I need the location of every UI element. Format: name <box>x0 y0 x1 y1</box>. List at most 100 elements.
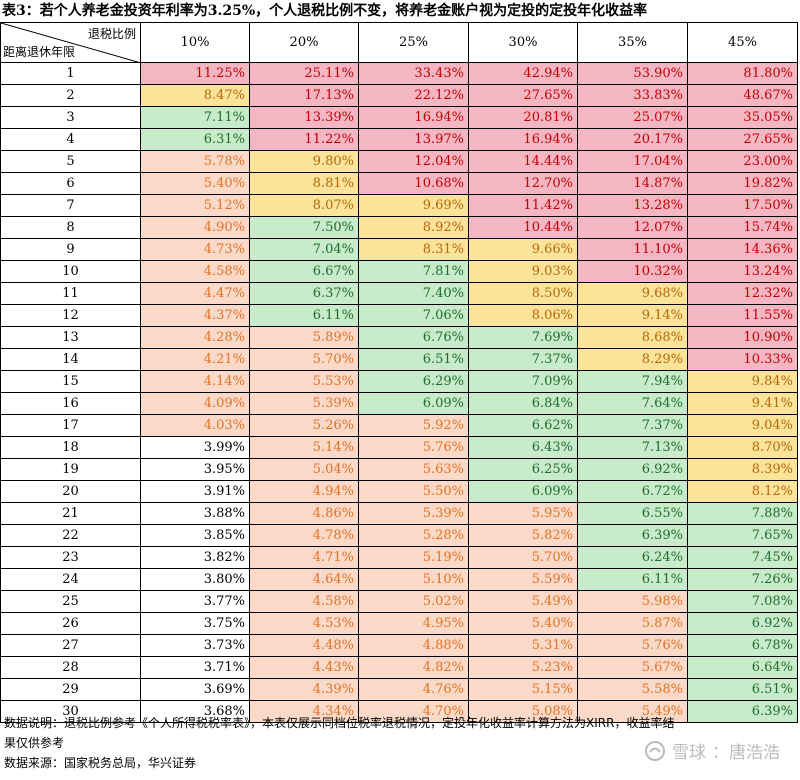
return-cell: 5.50% <box>358 480 469 503</box>
years-to-retirement-cell: 12 <box>0 304 141 327</box>
return-cell: 12.32% <box>687 282 798 305</box>
return-cell: 7.37% <box>468 348 578 371</box>
return-cell: 10.33% <box>687 348 798 371</box>
return-cell: 11.42% <box>468 194 578 217</box>
return-cell: 10.90% <box>687 326 798 349</box>
return-cell: 3.77% <box>140 590 250 613</box>
return-cell: 6.39% <box>687 700 798 723</box>
years-to-retirement-cell: 22 <box>0 524 141 547</box>
return-cell: 11.25% <box>140 62 250 85</box>
return-cell: 5.10% <box>358 568 469 591</box>
return-cell: 15.74% <box>687 216 798 239</box>
return-cell: 6.43% <box>468 436 578 459</box>
return-cell: 4.34% <box>249 700 359 723</box>
diagonal-divider <box>1 23 138 62</box>
return-cell: 8.68% <box>577 326 688 349</box>
table-row: 11 4.47% 6.37% 7.40% 8.50% 9.68% 12.32% <box>0 282 798 305</box>
return-cell: 4.82% <box>358 656 469 679</box>
years-to-retirement-cell: 10 <box>0 260 141 283</box>
return-cell: 7.94% <box>577 370 688 393</box>
return-cell: 7.08% <box>687 590 798 613</box>
table-row: 2 8.47% 17.13% 22.12% 27.65% 33.83% 48.67% <box>0 84 798 107</box>
table-body: 1 11.25% 25.11% 33.43% 42.94% 53.90% 81.80% 2 8.… <box>0 62 798 723</box>
return-cell: 5.49% <box>577 700 688 723</box>
return-cell: 5.49% <box>468 590 578 613</box>
return-cell: 6.11% <box>249 304 359 327</box>
return-cell: 7.65% <box>687 524 798 547</box>
table-row: 7 5.12% 8.07% 9.69% 11.42% 13.28% 17.50% <box>0 194 798 217</box>
return-cell: 6.92% <box>577 458 688 481</box>
return-cell: 22.12% <box>358 84 469 107</box>
return-cell: 5.12% <box>140 194 250 217</box>
return-cell: 25.07% <box>577 106 688 129</box>
return-cell: 9.04% <box>687 414 798 437</box>
table-row: 30 3.68% 4.34% 4.70% 5.08% 5.49% 6.39% <box>0 700 798 723</box>
return-cell: 4.21% <box>140 348 250 371</box>
return-cell: 5.82% <box>468 524 578 547</box>
years-to-retirement-cell: 24 <box>0 568 141 591</box>
return-cell: 81.80% <box>687 62 798 85</box>
return-cell: 5.87% <box>577 612 688 635</box>
return-cell: 7.50% <box>249 216 359 239</box>
return-cell: 8.39% <box>687 458 798 481</box>
return-cell: 13.39% <box>249 106 359 129</box>
return-cell: 8.06% <box>468 304 578 327</box>
return-cell: 5.95% <box>468 502 578 525</box>
years-to-retirement-cell: 30 <box>0 700 141 723</box>
notes-line-3: 数据来源：国家税务总局，华兴证券 <box>4 756 197 770</box>
return-cell: 6.62% <box>468 414 578 437</box>
return-cell: 6.09% <box>358 392 469 415</box>
watermark-brand: 雪球 <box>672 743 706 763</box>
table-row: 8 4.90% 7.50% 8.92% 10.44% 12.07% 15.74% <box>0 216 798 239</box>
return-cell: 53.90% <box>577 62 688 85</box>
return-cell: 5.08% <box>468 700 578 723</box>
return-cell: 4.70% <box>358 700 469 723</box>
years-to-retirement-cell: 9 <box>0 238 141 261</box>
return-cell: 7.69% <box>468 326 578 349</box>
return-cell: 9.66% <box>468 238 578 261</box>
return-cell: 6.92% <box>687 612 798 635</box>
return-cell: 8.07% <box>249 194 359 217</box>
return-cell: 4.95% <box>358 612 469 635</box>
return-cell: 5.26% <box>249 414 359 437</box>
corner-bottom-label: 距离退休年限 <box>3 45 76 59</box>
table-row: 20 3.91% 4.94% 5.50% 6.09% 6.72% 8.12% <box>0 480 798 503</box>
table-row: 4 6.31% 11.22% 13.97% 16.94% 20.17% 27.65% <box>0 128 798 151</box>
return-cell: 6.29% <box>358 370 469 393</box>
return-cell: 3.80% <box>140 568 250 591</box>
return-cell: 5.40% <box>140 172 250 195</box>
return-cell: 48.67% <box>687 84 798 107</box>
return-cell: 20.17% <box>577 128 688 151</box>
return-cell: 3.82% <box>140 546 250 569</box>
years-to-retirement-cell: 27 <box>0 634 141 657</box>
return-cell: 3.95% <box>140 458 250 481</box>
return-cell: 4.88% <box>358 634 469 657</box>
return-cell: 7.64% <box>577 392 688 415</box>
return-cell: 10.68% <box>358 172 469 195</box>
return-cell: 5.78% <box>140 150 250 173</box>
column-header: 20% <box>249 22 359 63</box>
table-row: 19 3.95% 5.04% 5.63% 6.25% 6.92% 8.39% <box>0 458 798 481</box>
return-cell: 6.64% <box>687 656 798 679</box>
notes-line-1: 数据说明：退税比例参考《个人所得税税率表》，本表仅展示同档位税率退税情况，定投年… <box>4 716 675 730</box>
return-cell: 4.76% <box>358 678 469 701</box>
years-to-retirement-cell: 13 <box>0 326 141 349</box>
returns-table: 退税比例 距离退休年限 10% 20% 25% 30% 35% 45% 1 11.… <box>0 22 798 723</box>
return-cell: 13.97% <box>358 128 469 151</box>
return-cell: 20.81% <box>468 106 578 129</box>
return-cell: 8.29% <box>577 348 688 371</box>
return-cell: 16.94% <box>358 106 469 129</box>
return-cell: 6.31% <box>140 128 250 151</box>
return-cell: 6.55% <box>577 502 688 525</box>
return-cell: 6.51% <box>687 678 798 701</box>
return-cell: 8.92% <box>358 216 469 239</box>
return-cell: 6.25% <box>468 458 578 481</box>
years-to-retirement-cell: 18 <box>0 436 141 459</box>
return-cell: 7.11% <box>140 106 250 129</box>
years-to-retirement-cell: 14 <box>0 348 141 371</box>
years-to-retirement-cell: 3 <box>0 106 141 129</box>
years-to-retirement-cell: 1 <box>0 62 141 85</box>
return-cell: 6.24% <box>577 546 688 569</box>
years-to-retirement-cell: 16 <box>0 392 141 415</box>
return-cell: 3.91% <box>140 480 250 503</box>
